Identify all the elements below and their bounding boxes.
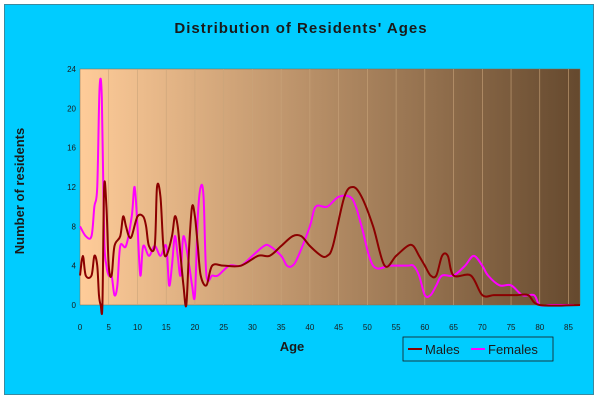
x-axis-title: Age xyxy=(280,339,305,354)
y-axis-ticks: 0 4 8 12 16 20 24 xyxy=(67,65,76,310)
y-tick-label: 8 xyxy=(72,222,77,231)
legend-label-females: Females xyxy=(488,342,538,357)
y-tick-label: 24 xyxy=(67,65,76,74)
chart-legend: Males Females xyxy=(402,336,554,362)
x-tick-label: 10 xyxy=(133,323,142,332)
x-tick-label: 0 xyxy=(78,323,83,332)
x-tick-label: 30 xyxy=(248,323,257,332)
x-tick-label: 50 xyxy=(363,323,372,332)
series-line-females xyxy=(79,77,575,307)
x-tick-label: 65 xyxy=(449,323,458,332)
chart-svg: Distribution of Residents' Ages 0 4 8 12 16 2… xyxy=(12,20,581,362)
chart-title: Distribution of Residents' Ages xyxy=(174,20,427,37)
x-tick-label: 70 xyxy=(478,323,487,332)
x-tick-label: 25 xyxy=(219,323,228,332)
x-tick-label: 15 xyxy=(162,323,171,332)
x-tick-label: 35 xyxy=(277,323,286,332)
x-tick-label: 20 xyxy=(190,323,199,332)
x-tick-label: 40 xyxy=(305,323,314,332)
x-tick-label: 85 xyxy=(564,323,573,332)
y-tick-label: 4 xyxy=(72,262,77,271)
y-tick-label: 0 xyxy=(72,301,77,310)
y-axis-title: Number of residents xyxy=(12,128,27,254)
x-tick-label: 80 xyxy=(535,323,544,332)
x-tick-label: 45 xyxy=(334,323,343,332)
y-tick-label: 16 xyxy=(67,144,76,153)
plot-area xyxy=(79,68,581,306)
chart-frame: Distribution of Residents' Ages 0 4 8 12 16 2… xyxy=(4,4,594,395)
x-tick-label: 75 xyxy=(507,323,516,332)
y-tick-label: 20 xyxy=(67,104,76,113)
series-line-males xyxy=(79,180,581,316)
legend-label-males: Males xyxy=(425,342,460,357)
y-tick-label: 12 xyxy=(67,183,76,192)
x-tick-label: 55 xyxy=(392,323,401,332)
x-tick-label: 5 xyxy=(107,323,112,332)
x-axis-ticks: 0 5 10 15 20 25 30 35 40 45 50 55 60 65 70 75 80 85 xyxy=(78,323,574,332)
series-lines xyxy=(79,77,581,316)
x-tick-label: 60 xyxy=(420,323,429,332)
